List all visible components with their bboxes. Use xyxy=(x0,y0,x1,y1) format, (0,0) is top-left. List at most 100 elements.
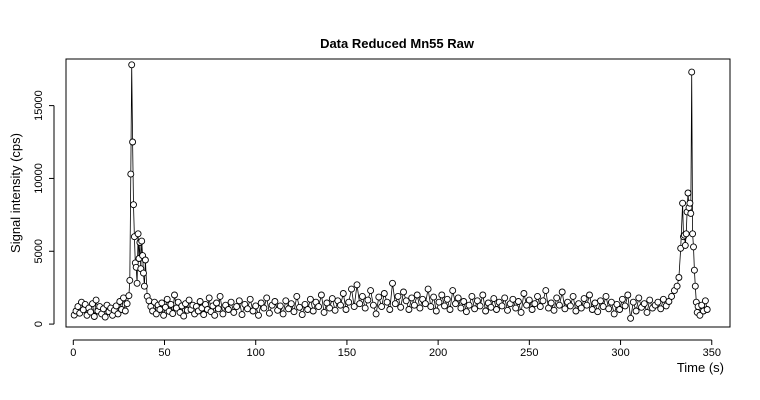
data-point xyxy=(127,170,135,178)
data-point xyxy=(416,304,424,312)
data-point xyxy=(635,294,643,302)
data-point xyxy=(233,303,241,311)
data-point xyxy=(421,300,429,308)
data-point xyxy=(682,230,690,238)
data-point xyxy=(345,298,353,306)
data-point xyxy=(74,303,82,311)
data-point xyxy=(180,312,188,320)
data-point xyxy=(317,291,325,299)
data-point xyxy=(252,302,260,310)
data-point xyxy=(263,294,271,302)
data-point xyxy=(691,282,699,290)
data-point xyxy=(364,296,372,304)
data-point xyxy=(386,306,394,313)
data-point xyxy=(128,61,136,69)
data-point xyxy=(627,314,635,322)
y-axis-label: Signal intensity (cps) xyxy=(8,133,23,253)
data-point xyxy=(129,138,137,146)
data-point xyxy=(320,308,328,316)
data-point xyxy=(121,307,129,315)
data-point xyxy=(605,305,613,313)
data-point xyxy=(553,294,561,302)
data-point xyxy=(200,311,208,319)
data-point xyxy=(235,297,243,305)
data-point xyxy=(597,297,604,305)
data-point xyxy=(462,308,470,316)
data-point xyxy=(690,266,698,274)
data-point xyxy=(514,298,522,305)
data-point xyxy=(219,310,227,318)
data-point xyxy=(356,300,364,308)
data-point xyxy=(430,293,438,301)
data-point xyxy=(337,301,344,309)
data-point xyxy=(471,305,479,313)
data-point xyxy=(408,294,416,302)
data-point xyxy=(287,300,295,308)
data-point xyxy=(279,310,287,318)
data-point xyxy=(542,287,550,295)
data-point xyxy=(367,287,375,295)
data-point xyxy=(369,301,377,309)
data-point xyxy=(580,295,588,303)
data-point xyxy=(512,304,520,312)
data-point xyxy=(134,230,142,238)
data-point xyxy=(602,292,610,300)
data-point xyxy=(158,299,166,307)
data-point xyxy=(87,308,95,316)
data-point xyxy=(476,302,484,310)
data-point xyxy=(309,307,317,315)
data-point xyxy=(701,297,709,305)
data-point xyxy=(583,301,591,309)
data-point xyxy=(196,298,204,305)
data-point xyxy=(306,295,314,303)
data-point xyxy=(339,290,347,297)
data-point xyxy=(616,306,624,313)
data-point xyxy=(348,285,355,293)
data-point xyxy=(703,306,711,313)
data-point xyxy=(293,292,301,300)
data-point xyxy=(216,292,224,300)
data-point xyxy=(438,291,446,299)
data-points xyxy=(70,61,711,322)
data-point xyxy=(214,305,222,313)
data-point xyxy=(501,294,509,302)
x-tick-label: 350 xyxy=(703,347,721,359)
data-point xyxy=(446,306,454,313)
data-point xyxy=(443,295,451,303)
data-point xyxy=(520,290,528,297)
data-point xyxy=(657,305,665,313)
data-point xyxy=(675,274,683,281)
chart-title: Data Reduced Mn55 Raw xyxy=(320,36,475,51)
data-point xyxy=(331,306,339,314)
series-path xyxy=(73,64,708,319)
data-point xyxy=(227,298,235,306)
data-point xyxy=(391,300,399,308)
data-point xyxy=(405,306,413,313)
x-tick-label: 100 xyxy=(247,347,265,359)
data-point xyxy=(610,310,618,318)
data-point xyxy=(213,299,220,307)
data-point xyxy=(372,310,380,318)
data-point xyxy=(141,256,149,264)
data-point xyxy=(126,276,134,284)
data-point xyxy=(342,306,350,313)
data-point xyxy=(224,306,232,313)
data-point xyxy=(517,308,525,316)
data-point xyxy=(140,282,148,290)
data-point xyxy=(454,294,462,302)
data-point xyxy=(140,269,147,277)
data-point xyxy=(460,298,468,305)
data-point xyxy=(315,303,323,311)
data-point xyxy=(679,199,687,207)
data-point xyxy=(402,297,410,305)
data-point xyxy=(271,298,279,305)
data-point xyxy=(621,302,629,310)
data-point xyxy=(380,290,388,297)
data-point xyxy=(397,303,405,311)
data-point xyxy=(668,292,676,300)
data-point xyxy=(479,291,487,299)
data-point xyxy=(690,243,697,251)
data-point xyxy=(413,291,421,299)
data-point xyxy=(389,279,396,287)
